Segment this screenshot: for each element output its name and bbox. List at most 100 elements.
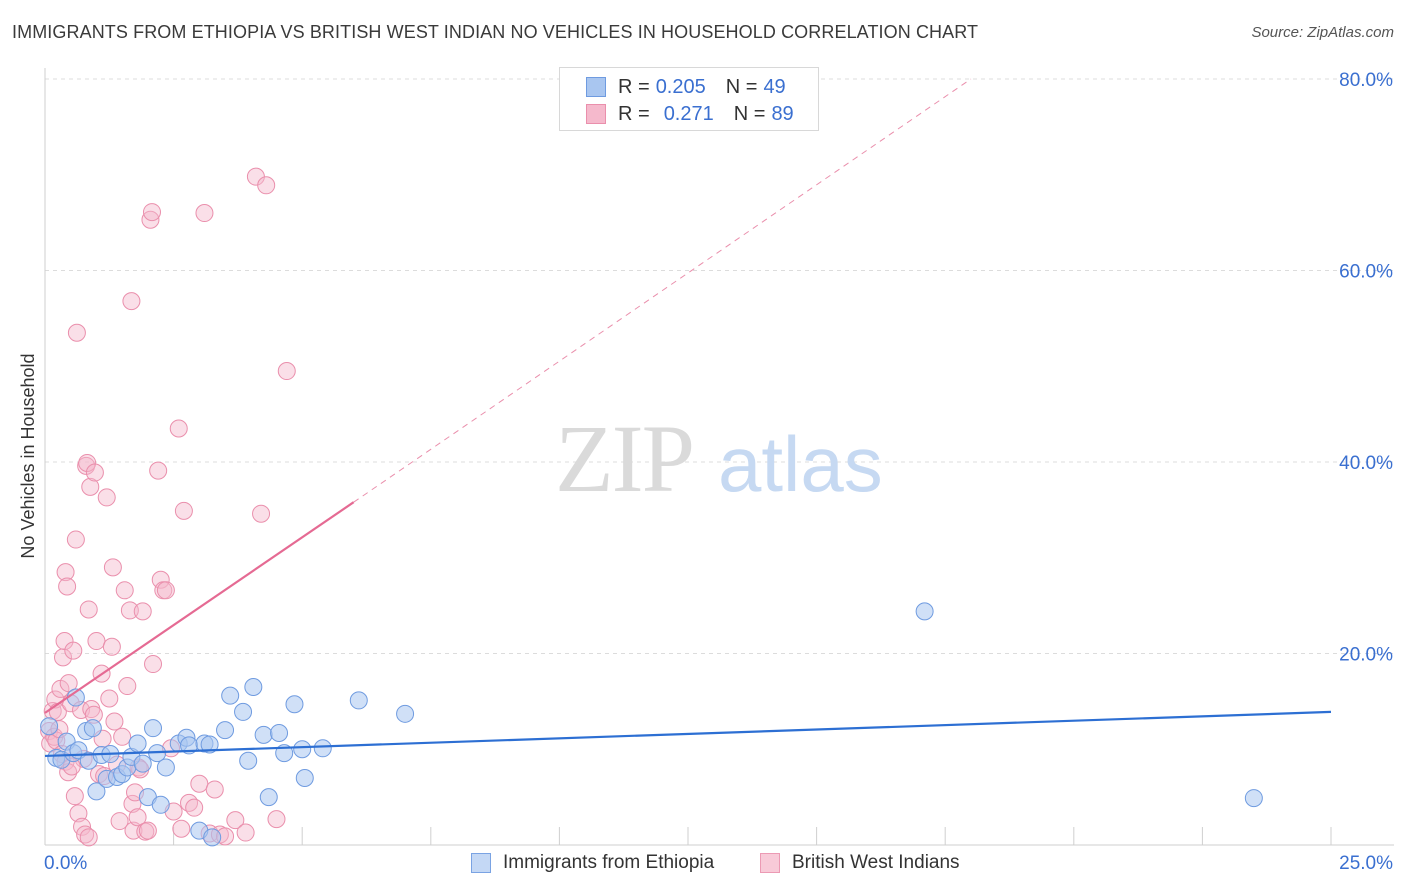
point-immigrants-from-ethiopia xyxy=(200,735,219,754)
legend-item-bwi: British West Indians xyxy=(760,852,960,874)
point-immigrants-from-ethiopia xyxy=(87,782,106,801)
point-british-west-indians xyxy=(59,674,78,693)
point-british-west-indians xyxy=(64,641,83,660)
point-british-west-indians xyxy=(144,655,163,674)
point-british-west-indians xyxy=(97,488,116,507)
point-immigrants-from-ethiopia xyxy=(133,754,152,773)
point-british-west-indians xyxy=(76,825,95,844)
point-british-west-indians xyxy=(54,648,73,667)
legend-label-ethiopia: Immigrants from Ethiopia xyxy=(503,852,715,873)
x-tick-label-max: 25.0% xyxy=(1339,853,1393,874)
point-immigrants-from-ethiopia xyxy=(156,758,175,777)
point-british-west-indians xyxy=(156,581,175,600)
point-immigrants-from-ethiopia xyxy=(40,717,59,736)
point-immigrants-from-ethiopia xyxy=(216,721,235,740)
point-british-west-indians xyxy=(226,811,245,830)
point-immigrants-from-ethiopia xyxy=(293,740,312,759)
point-immigrants-from-ethiopia xyxy=(254,725,273,744)
legend-n-label: N = xyxy=(725,75,758,98)
legend-r-value: 0.205 xyxy=(655,75,706,98)
point-immigrants-from-ethiopia xyxy=(915,602,934,621)
point-british-west-indians xyxy=(69,804,88,823)
point-british-west-indians xyxy=(65,787,84,806)
trend-line-ethiopia xyxy=(44,710,1332,758)
point-immigrants-from-ethiopia xyxy=(349,691,368,710)
point-british-west-indians xyxy=(180,793,199,812)
point-immigrants-from-ethiopia xyxy=(144,719,163,738)
legend-row-ethiopia: R = 0.205 N = 49 xyxy=(586,75,786,99)
point-british-west-indians xyxy=(169,419,188,438)
point-british-west-indians xyxy=(120,601,139,620)
legend-swatch-bwi xyxy=(760,853,780,873)
point-immigrants-from-ethiopia xyxy=(396,704,415,723)
point-british-west-indians xyxy=(115,581,134,600)
point-british-west-indians xyxy=(138,821,157,840)
watermark-atlas: atlas xyxy=(718,420,883,508)
correlation-legend: R = 0.205 N = 49 R = 0.271 N = 89 xyxy=(559,67,819,131)
point-immigrants-from-ethiopia xyxy=(83,719,102,738)
point-british-west-indians xyxy=(141,210,160,229)
point-british-west-indians xyxy=(78,453,97,472)
point-immigrants-from-ethiopia xyxy=(221,686,240,705)
point-british-west-indians xyxy=(151,570,170,589)
legend-swatch-ethiopia xyxy=(471,853,491,873)
trend-lines xyxy=(44,78,1332,758)
point-british-west-indians xyxy=(56,563,75,582)
series-immigrants-from-ethiopia xyxy=(40,602,1263,847)
point-immigrants-from-ethiopia xyxy=(313,739,332,758)
point-british-west-indians xyxy=(67,323,86,342)
source-credit: Source: ZipAtlas.com xyxy=(1251,24,1394,41)
point-immigrants-from-ethiopia xyxy=(234,702,253,721)
point-british-west-indians xyxy=(66,530,85,549)
y-tick-label: 40.0% xyxy=(1339,453,1393,474)
point-british-west-indians xyxy=(85,463,104,482)
watermark: ZIP atlas xyxy=(555,405,883,512)
tick-labels: 20.0% 40.0% 60.0% 80.0% 0.0% 25.0% xyxy=(44,70,1393,874)
point-immigrants-from-ethiopia xyxy=(128,734,147,753)
point-british-west-indians xyxy=(185,798,204,817)
point-british-west-indians xyxy=(172,819,191,838)
legend-n-value: 49 xyxy=(763,75,786,98)
point-immigrants-from-ethiopia xyxy=(295,768,314,787)
point-british-west-indians xyxy=(123,794,142,813)
legend-r-label: R = xyxy=(618,102,650,125)
point-british-west-indians xyxy=(105,712,124,731)
point-british-west-indians xyxy=(113,727,132,746)
point-british-west-indians xyxy=(110,812,129,831)
point-british-west-indians xyxy=(277,362,296,381)
point-british-west-indians xyxy=(133,602,152,621)
watermark-zip: ZIP xyxy=(555,405,693,512)
trend-line-bwi xyxy=(44,501,355,714)
series-british-west-indians xyxy=(40,167,296,847)
legend-item-ethiopia: Immigrants from Ethiopia xyxy=(471,852,714,874)
legend-r-label: R = xyxy=(618,75,650,98)
point-british-west-indians xyxy=(102,637,121,656)
point-british-west-indians xyxy=(128,808,147,827)
point-immigrants-from-ethiopia xyxy=(285,695,304,714)
point-british-west-indians xyxy=(79,600,98,619)
point-british-west-indians xyxy=(87,632,106,651)
legend-n-label: N = xyxy=(733,102,766,125)
x-tick-label-min: 0.0% xyxy=(44,853,87,874)
legend-row-bwi: R = 0.271 N = 89 xyxy=(586,102,794,126)
point-immigrants-from-ethiopia xyxy=(259,788,278,807)
legend-label-bwi: British West Indians xyxy=(792,852,960,873)
point-british-west-indians xyxy=(118,677,137,696)
point-british-west-indians xyxy=(103,558,122,577)
legend-n-value: 89 xyxy=(771,102,794,125)
point-british-west-indians xyxy=(205,780,224,799)
point-immigrants-from-ethiopia xyxy=(151,795,170,814)
point-british-west-indians xyxy=(122,292,141,311)
legend-swatch-ethiopia xyxy=(586,77,606,97)
series-legend: Immigrants from Ethiopia British West In… xyxy=(0,852,1406,878)
point-british-west-indians xyxy=(100,689,119,708)
point-british-west-indians xyxy=(79,828,98,847)
point-immigrants-from-ethiopia xyxy=(270,723,289,742)
point-british-west-indians xyxy=(195,204,214,223)
y-tick-label: 80.0% xyxy=(1339,70,1393,91)
point-british-west-indians xyxy=(149,461,168,480)
chart-title: IMMIGRANTS FROM ETHIOPIA VS BRITISH WEST… xyxy=(12,22,979,42)
point-immigrants-from-ethiopia xyxy=(244,678,263,697)
y-tick-label: 20.0% xyxy=(1339,645,1393,666)
